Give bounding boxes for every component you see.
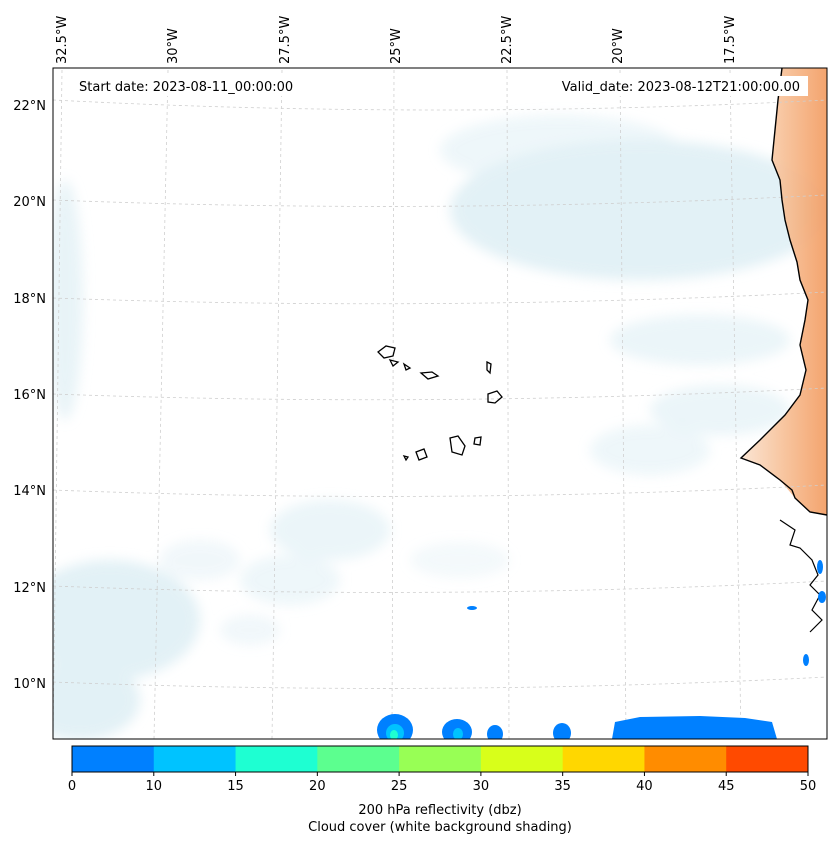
colorbar-segment bbox=[235, 746, 318, 772]
lon-label: 25°W bbox=[389, 28, 404, 64]
latitude-labels: 22°N 20°N 18°N 16°N 14°N 12°N 10°N bbox=[13, 99, 46, 692]
reflectivity-cells bbox=[377, 560, 826, 739]
colorbar-segment bbox=[644, 746, 727, 772]
colorbar-label-reflectivity: 200 hPa reflectivity (dbz) bbox=[358, 803, 521, 818]
lon-label: 22.5°W bbox=[500, 16, 515, 64]
lat-label: 20°N bbox=[13, 195, 46, 210]
longitude-labels: 32.5°W 30°W 27.5°W 25°W 22.5°W 20°W 17.5… bbox=[55, 16, 738, 64]
colorbar-tick-label: 10 bbox=[146, 779, 163, 794]
colorbar-tick-label: 50 bbox=[800, 779, 817, 794]
land-shading bbox=[741, 68, 827, 515]
lat-label: 22°N bbox=[13, 99, 46, 114]
colorbar-segment bbox=[399, 746, 482, 772]
map-border bbox=[52, 67, 828, 740]
cape-verde-islands bbox=[377, 345, 503, 462]
colorbar-tick-label: 35 bbox=[554, 779, 571, 794]
colorbar-segment bbox=[562, 746, 645, 772]
lat-label: 12°N bbox=[13, 581, 46, 596]
map-content bbox=[53, 68, 827, 739]
lon-label: 20°W bbox=[611, 28, 626, 64]
lat-label: 18°N bbox=[13, 292, 46, 307]
colorbar-segment bbox=[153, 746, 237, 772]
colorbar-tick-label: 45 bbox=[718, 779, 735, 794]
valid-date-label: Valid_date: 2023-08-12T21:00:00.00 bbox=[562, 80, 800, 95]
valid-date-box bbox=[520, 76, 808, 96]
colorbar-tick-label: 40 bbox=[636, 779, 653, 794]
lon-label: 27.5°W bbox=[278, 16, 293, 64]
start-date-box bbox=[70, 76, 340, 96]
start-date-label: Start date: 2023-08-11_00:00:00 bbox=[79, 80, 293, 95]
lon-label: 17.5°W bbox=[723, 16, 738, 64]
colorbar-segment bbox=[72, 746, 155, 772]
lat-label: 16°N bbox=[13, 388, 46, 403]
colorbar-tick-label: 25 bbox=[391, 779, 408, 794]
colorbar-segment bbox=[317, 746, 400, 772]
colorbar-segment bbox=[726, 746, 809, 772]
graticule bbox=[53, 69, 827, 739]
coastline-guinea bbox=[779, 519, 823, 633]
colorbar-label-cloud-cover: Cloud cover (white background shading) bbox=[308, 820, 572, 835]
colorbar-tick-label: 15 bbox=[227, 779, 244, 794]
colorbar: 0 10 15 20 25 30 35 40 45 50 bbox=[68, 745, 817, 794]
colorbar-tick-label: 0 bbox=[68, 779, 76, 794]
colorbar-border bbox=[71, 745, 809, 773]
lat-label: 14°N bbox=[13, 484, 46, 499]
lon-label: 30°W bbox=[166, 28, 181, 64]
colorbar-tick-label: 30 bbox=[473, 779, 490, 794]
lon-label: 32.5°W bbox=[55, 16, 70, 64]
colorbar-segment bbox=[480, 746, 564, 772]
coastline-africa bbox=[739, 68, 827, 516]
lat-label: 10°N bbox=[13, 677, 46, 692]
colorbar-tick-label: 20 bbox=[309, 779, 326, 794]
